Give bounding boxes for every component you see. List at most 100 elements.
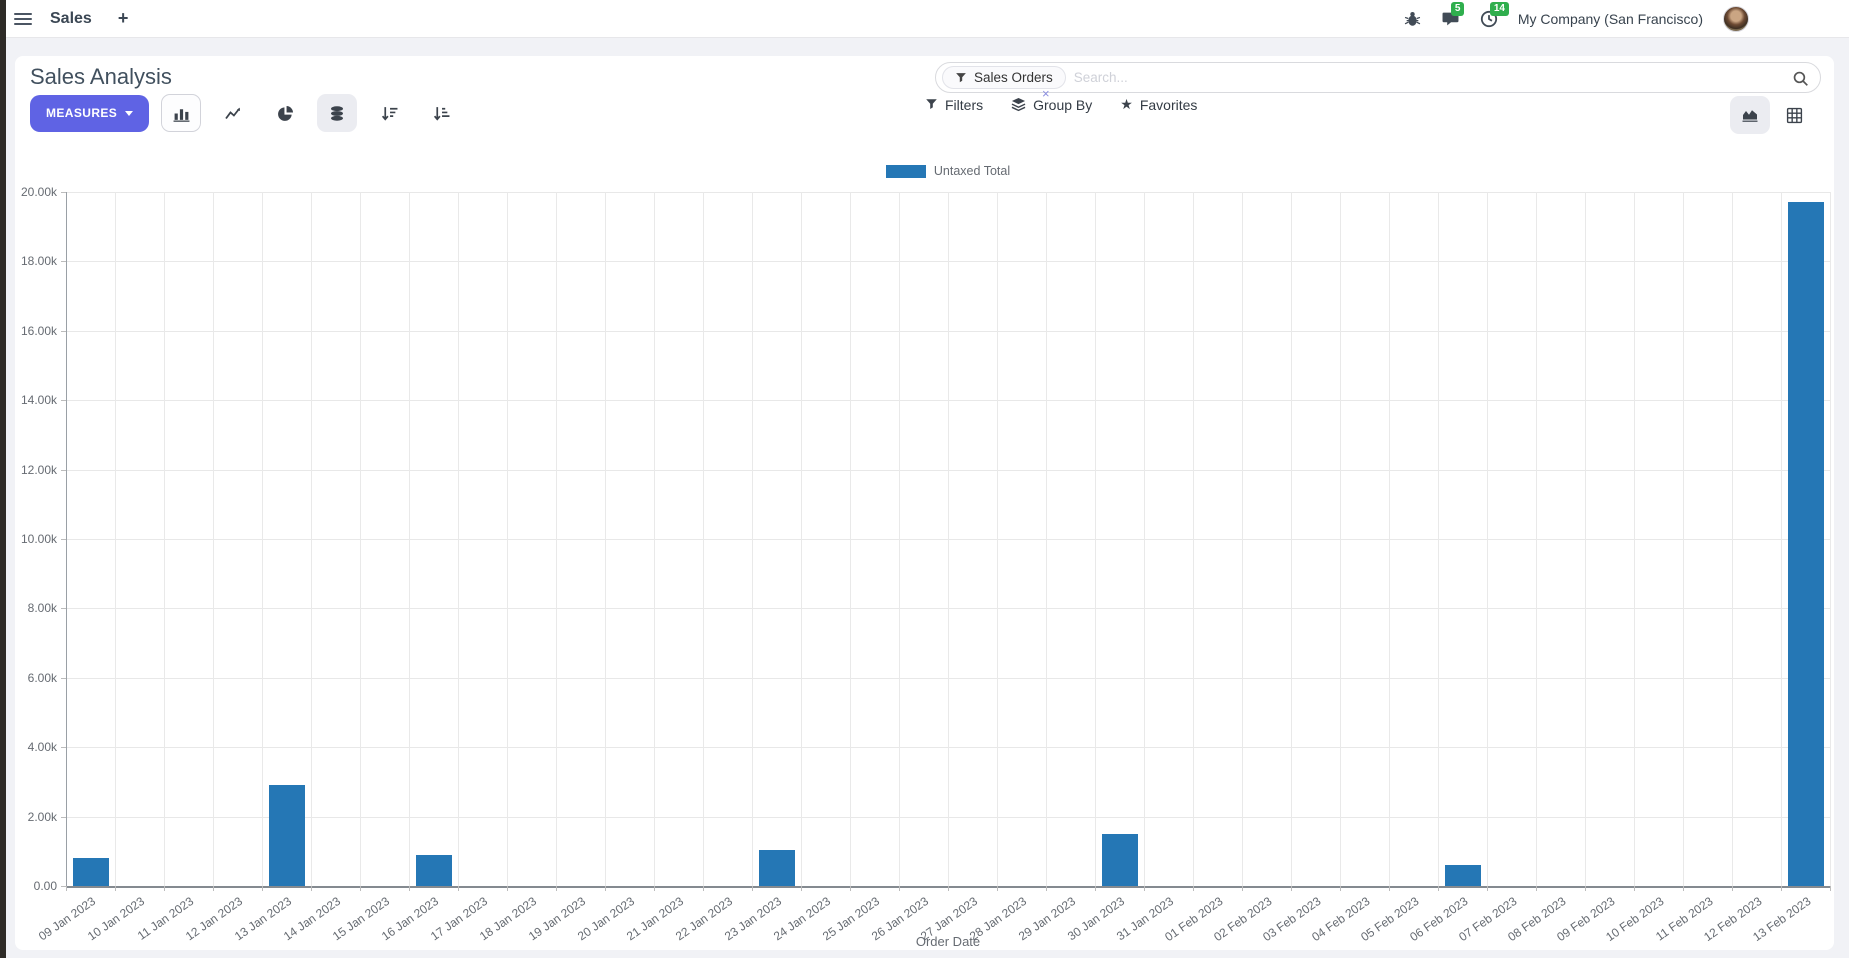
group-by-button[interactable]: Group By <box>1011 97 1092 113</box>
sales-analysis-card: Sales Analysis Sales Orders × MEASURES <box>15 56 1834 950</box>
y-tick <box>61 608 66 609</box>
caret-down-icon <box>125 110 134 116</box>
x-gridline <box>164 192 165 886</box>
new-tab-button[interactable]: + <box>117 8 129 28</box>
line-chart-button[interactable] <box>213 94 253 132</box>
x-tick <box>1487 886 1488 891</box>
bar-chart-button[interactable] <box>161 94 202 132</box>
bar[interactable] <box>1444 865 1481 886</box>
pivot-table-icon <box>1786 107 1802 123</box>
x-gridline <box>360 192 361 886</box>
legend-item-untaxed-total[interactable]: Untaxed Total <box>66 164 1830 178</box>
x-gridline <box>654 192 655 886</box>
bar[interactable] <box>72 858 109 886</box>
activities-clock-icon[interactable]: 14 <box>1480 1 1509 28</box>
y-tick <box>61 747 66 748</box>
line-chart-icon <box>225 107 241 120</box>
x-tick <box>1095 886 1096 891</box>
stacked-database-icon <box>331 105 344 121</box>
x-gridline <box>1585 192 1586 886</box>
bar-chart-icon <box>173 108 190 122</box>
y-tick <box>61 470 66 471</box>
facet-remove-button[interactable]: × <box>1042 86 1050 101</box>
user-avatar[interactable] <box>1723 5 1749 32</box>
x-tick <box>262 886 263 891</box>
y-tick-label: 12.00k <box>20 463 57 477</box>
app-name[interactable]: Sales <box>50 9 92 27</box>
messages-icon[interactable]: 5 <box>1441 2 1465 27</box>
page-title: Sales Analysis <box>30 64 172 89</box>
measures-button[interactable]: MEASURES <box>30 94 150 132</box>
x-tick <box>164 886 165 891</box>
x-gridline <box>1830 192 1831 886</box>
y-tick <box>61 678 66 679</box>
favorites-button[interactable]: ★ Favorites <box>1120 96 1198 113</box>
search-bar[interactable]: Sales Orders × <box>935 62 1821 101</box>
stacked-toggle-button[interactable] <box>317 94 358 132</box>
x-gridline <box>1242 192 1243 886</box>
bar-chart-plot: 20.00k 18.00k 16.00k 14.00k 12.00k 10.00k 8.00… <box>21 185 1831 944</box>
x-tick <box>654 886 655 891</box>
search-input[interactable] <box>1073 70 1786 85</box>
x-tick <box>1242 886 1243 891</box>
y-tick-label: 2.00k <box>27 810 57 824</box>
window-edge <box>0 0 6 958</box>
layers-icon <box>1011 97 1026 112</box>
apps-menu-icon[interactable] <box>14 12 32 25</box>
legend-label: Untaxed Total <box>933 164 1011 178</box>
x-gridline <box>1095 192 1096 886</box>
company-switcher[interactable]: My Company (San Francisco) <box>1517 10 1703 27</box>
x-tick <box>1585 886 1586 891</box>
bar[interactable] <box>1101 833 1138 886</box>
x-tick <box>1438 886 1439 891</box>
pivot-view-button[interactable] <box>1774 96 1814 134</box>
y-tick <box>61 817 66 818</box>
y-tick <box>61 886 66 887</box>
x-tick <box>1732 886 1733 891</box>
x-tick <box>360 886 361 891</box>
debug-bug-icon[interactable] <box>1404 10 1421 27</box>
x-gridline <box>997 192 998 886</box>
y-tick <box>61 192 66 193</box>
x-tick <box>115 886 116 891</box>
x-gridline <box>1046 192 1047 886</box>
pie-chart-button[interactable] <box>265 94 305 132</box>
x-gridline <box>1634 192 1635 886</box>
x-tick <box>66 886 67 891</box>
x-gridline <box>1683 192 1684 886</box>
bar[interactable] <box>415 854 452 886</box>
x-gridline <box>458 192 459 886</box>
top-navbar: Sales + 5 14 My Company (San Francisco) <box>0 0 1849 38</box>
bar[interactable] <box>758 849 795 886</box>
x-gridline <box>1536 192 1537 886</box>
x-tick <box>213 886 214 891</box>
sort-descending-button[interactable] <box>369 94 409 132</box>
x-gridline <box>948 192 949 886</box>
x-tick <box>1781 886 1782 891</box>
bar[interactable] <box>1787 202 1824 886</box>
y-tick <box>61 400 66 401</box>
graph-view-button[interactable] <box>1730 96 1770 134</box>
x-gridline <box>1732 192 1733 886</box>
search-icon[interactable] <box>1792 70 1809 87</box>
messages-count-badge: 5 <box>1450 2 1465 16</box>
x-tick <box>1389 886 1390 891</box>
x-gridline <box>556 192 557 886</box>
y-tick-label: 10.00k <box>20 532 57 546</box>
x-gridline <box>1144 192 1145 886</box>
x-gridline <box>1487 192 1488 886</box>
x-tick <box>1536 886 1537 891</box>
search-facet-sales-orders[interactable]: Sales Orders <box>942 66 1066 89</box>
filters-button[interactable]: Filters <box>925 97 983 113</box>
search-facet-label: Sales Orders <box>974 70 1053 85</box>
sort-ascending-button[interactable] <box>421 94 461 132</box>
x-tick <box>1046 886 1047 891</box>
x-tick <box>1291 886 1292 891</box>
bar[interactable] <box>268 785 305 886</box>
x-gridline <box>801 192 802 886</box>
x-tick <box>1683 886 1684 891</box>
sort-descending-icon <box>381 106 398 121</box>
x-tick <box>556 886 557 891</box>
x-gridline <box>66 192 67 886</box>
x-gridline <box>507 192 508 886</box>
